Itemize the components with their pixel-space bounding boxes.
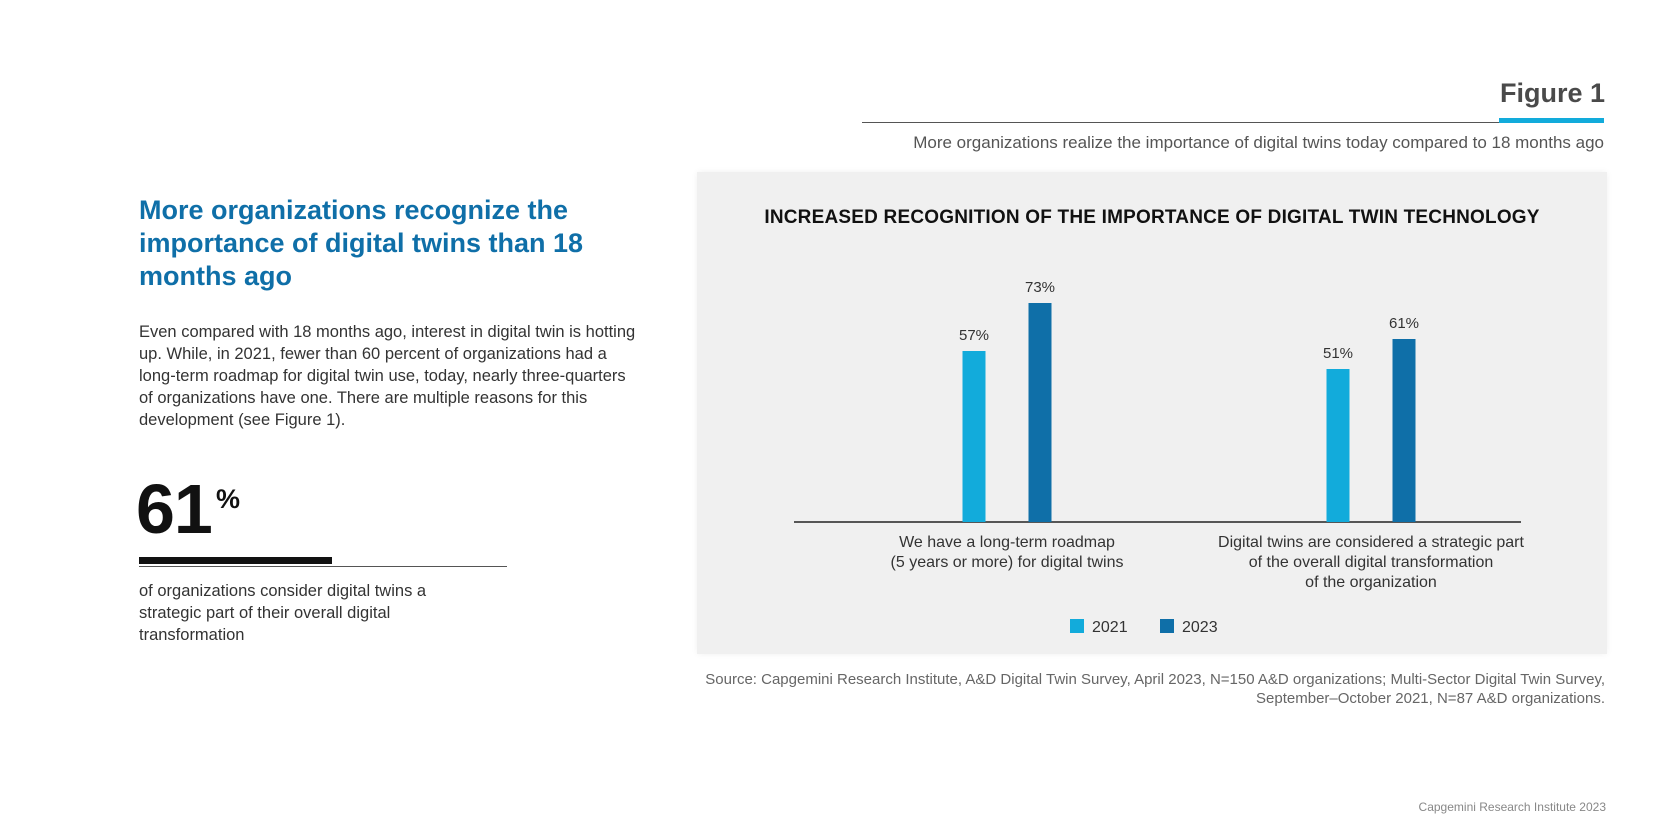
category-label-2-line-1: Digital twins are considered a strategic… [1218,534,1524,551]
legend-label-2023: 2023 [1182,619,1218,636]
stat-underline-thin [139,566,507,567]
chart-panel [697,172,1607,654]
legend-label-2021: 2021 [1092,619,1128,636]
bar-2021-2 [1326,369,1350,522]
bar-2023-1 [1028,303,1052,522]
source-note: Source: Capgemini Research Institute, A&… [705,671,1605,707]
figure-divider-accent [1499,118,1604,123]
data-label-2021-2: 51% [1323,345,1353,362]
data-label-2023-1: 73% [1025,279,1055,296]
body-paragraph: Even compared with 18 months ago, intere… [139,323,636,429]
stat-unit: % [216,484,241,514]
section-headline: More organizations recognize the importa… [139,195,584,291]
data-label-2023-2: 61% [1389,315,1419,332]
category-label-1-line-2: (5 years or more) for digital twins [891,554,1124,571]
category-label-1-line-1: We have a long-term roadmap [899,534,1115,551]
bar-2021-1 [962,351,986,522]
legend-swatch-2023 [1160,619,1174,633]
footer-credit: Capgemini Research Institute 2023 [1418,800,1606,814]
category-label-2-line-2: of the overall digital transformation [1249,554,1494,571]
figure-divider [862,122,1604,123]
stat-caption: of organizations consider digital twins … [139,582,427,644]
chart-title: INCREASED RECOGNITION OF THE IMPORTANCE … [764,207,1540,228]
data-label-2021-1: 57% [959,327,989,344]
bar-2023-2 [1392,339,1416,522]
figure-subtitle: More organizations realize the importanc… [913,133,1604,152]
category-label-2-line-3: of the organization [1305,574,1437,591]
stat-underline-thick [139,557,332,564]
figure-label: Figure 1 [1499,78,1605,108]
stat-value: 61 [136,470,213,548]
legend-swatch-2021 [1070,619,1084,633]
